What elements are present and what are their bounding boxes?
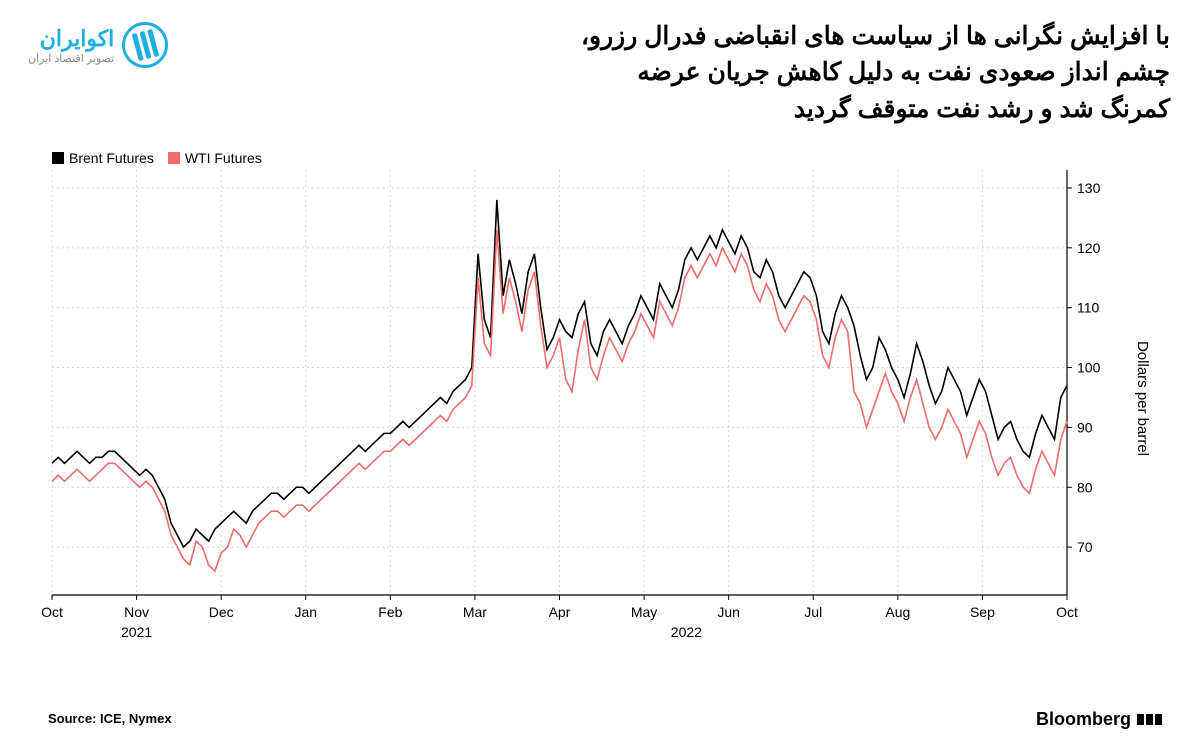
title-line: کمرنگ شد و رشد نفت متوقف گردید	[581, 91, 1170, 127]
svg-text:Dec: Dec	[209, 604, 234, 620]
chart-title: با افزایش نگرانی ها از سیاست های انقباضی…	[581, 18, 1170, 127]
svg-text:Apr: Apr	[549, 604, 571, 620]
svg-text:2022: 2022	[671, 624, 702, 640]
chart-area: 70 80 90 100 110 120 130 Oct Nov Dec Jan Feb Mar Apr M…	[42, 140, 1127, 665]
attribution-icon	[1137, 714, 1162, 725]
svg-text:Mar: Mar	[463, 604, 487, 620]
svg-text:130: 130	[1077, 180, 1101, 196]
svg-text:Oct: Oct	[1056, 604, 1078, 620]
svg-text:Oct: Oct	[42, 604, 63, 620]
logo-name: اکوایران	[28, 26, 114, 52]
logo: اکوایران تصویر اقتصاد ایران	[28, 22, 168, 68]
svg-text:Jun: Jun	[717, 604, 740, 620]
source-text: Source: ICE, Nymex	[48, 711, 172, 726]
svg-text:Nov: Nov	[124, 604, 149, 620]
svg-text:90: 90	[1077, 419, 1093, 435]
logo-icon	[122, 22, 168, 68]
attribution: Bloomberg	[1036, 709, 1162, 730]
title-line: چشم انداز صعودی نفت به دلیل کاهش جریان ع…	[581, 54, 1170, 90]
svg-text:Jul: Jul	[804, 604, 822, 620]
svg-text:2021: 2021	[121, 624, 152, 640]
logo-text: اکوایران تصویر اقتصاد ایران	[28, 26, 114, 65]
svg-text:Feb: Feb	[378, 604, 402, 620]
title-line: با افزایش نگرانی ها از سیاست های انقباضی…	[581, 18, 1170, 54]
svg-text:120: 120	[1077, 240, 1101, 256]
svg-text:Jan: Jan	[294, 604, 317, 620]
svg-text:Aug: Aug	[885, 604, 910, 620]
line-chart: 70 80 90 100 110 120 130 Oct Nov Dec Jan Feb Mar Apr M…	[42, 140, 1127, 665]
svg-text:80: 80	[1077, 479, 1093, 495]
attribution-text: Bloomberg	[1036, 709, 1131, 730]
svg-text:Sep: Sep	[970, 604, 995, 620]
svg-text:110: 110	[1077, 300, 1100, 316]
y-axis-title: Dollars per barrel	[1134, 341, 1151, 456]
svg-text:70: 70	[1077, 539, 1093, 555]
svg-text:May: May	[631, 604, 657, 620]
svg-text:100: 100	[1077, 360, 1101, 376]
logo-tagline: تصویر اقتصاد ایران	[28, 52, 114, 65]
